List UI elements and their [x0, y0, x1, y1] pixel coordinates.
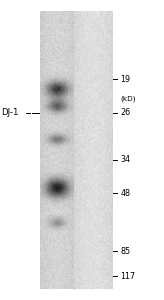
Text: 85: 85 [120, 247, 130, 256]
Text: 34: 34 [120, 155, 130, 164]
Text: 48: 48 [120, 188, 130, 197]
Text: 117: 117 [120, 272, 135, 281]
Text: 19: 19 [120, 75, 130, 84]
Text: (kD): (kD) [120, 96, 136, 102]
Text: 26: 26 [120, 108, 130, 117]
Text: DJ-1: DJ-1 [1, 108, 18, 117]
